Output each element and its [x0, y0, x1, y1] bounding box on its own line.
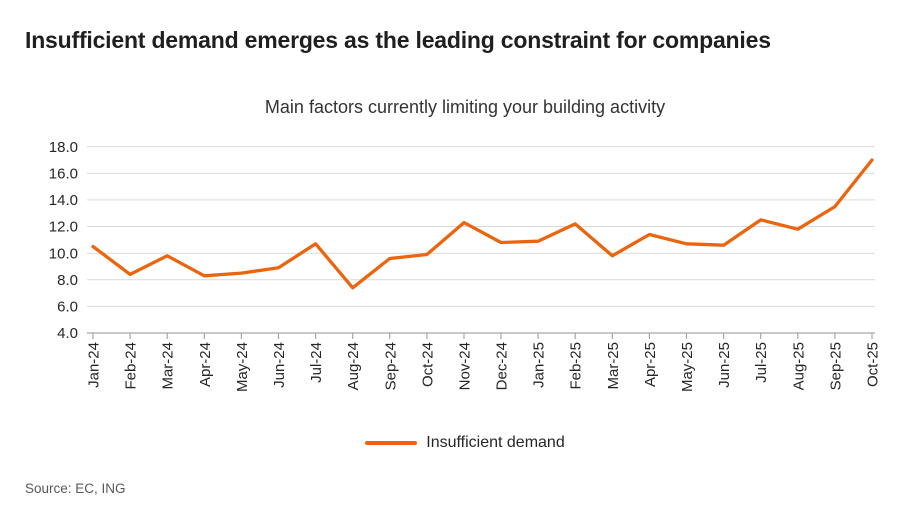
- y-tick-label: 16.0: [49, 166, 78, 183]
- x-tick-label: Aug-24: [345, 342, 362, 390]
- x-tick-label: Apr-24: [197, 342, 214, 387]
- x-tick-label: Sep-24: [382, 342, 399, 390]
- legend-line-swatch: [365, 441, 418, 445]
- x-tick-label: Dec-24: [494, 342, 511, 390]
- x-tick-label: Apr-25: [642, 342, 659, 387]
- chart-legend: Insufficient demand: [0, 433, 900, 453]
- data-line-insufficient-demand: [91, 158, 874, 290]
- x-tick-label: Jun-25: [716, 342, 733, 388]
- page-title: Insufficient demand emerges as the leadi…: [25, 27, 771, 53]
- y-tick-label: 12.0: [49, 219, 78, 236]
- x-tick-label: Oct-25: [865, 342, 882, 387]
- y-tick-label: 6.0: [57, 299, 78, 316]
- y-tick-label: 8.0: [57, 272, 78, 289]
- x-tick-label: Mar-25: [605, 342, 622, 390]
- legend-label: Insufficient demand: [426, 434, 565, 451]
- x-tick-label: Nov-24: [457, 342, 474, 390]
- x-tick-label: Mar-24: [160, 342, 177, 390]
- y-tick-label: 18.0: [49, 139, 78, 156]
- y-tick-label: 10.0: [49, 245, 78, 262]
- x-tick-label: May-25: [679, 342, 696, 392]
- chart-subtitle: Main factors currently limiting your bui…: [264, 97, 666, 117]
- x-tick-label: Feb-25: [568, 342, 585, 390]
- x-tick-label: Jul-25: [753, 342, 770, 383]
- y-tick-label: 4.0: [57, 325, 78, 342]
- x-tick-label: Jun-24: [271, 342, 288, 388]
- source-note: Source: EC, ING: [25, 481, 126, 496]
- x-tick-label: Jul-24: [308, 342, 325, 383]
- y-tick-label: 14.0: [49, 192, 78, 209]
- x-tick-label: Jan-25: [531, 342, 548, 388]
- x-tick-label: May-24: [234, 342, 251, 392]
- x-tick-label: Oct-24: [419, 342, 436, 387]
- x-tick-label: Jan-24: [86, 342, 103, 388]
- x-tick-label: Feb-24: [123, 342, 140, 390]
- x-tick-label: Aug-25: [790, 342, 807, 390]
- x-tick-label: Sep-25: [827, 342, 844, 390]
